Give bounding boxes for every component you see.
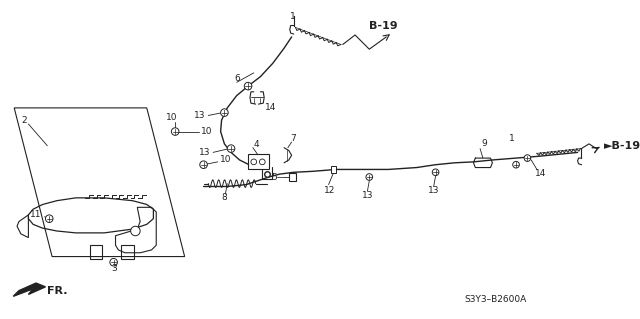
Text: 10: 10 xyxy=(166,113,177,122)
Text: 13: 13 xyxy=(194,111,205,120)
Circle shape xyxy=(366,174,372,180)
Circle shape xyxy=(45,215,53,222)
Text: 2: 2 xyxy=(22,116,28,125)
Text: B-19: B-19 xyxy=(369,20,398,31)
Text: 6: 6 xyxy=(235,74,241,83)
Text: 14: 14 xyxy=(265,103,276,112)
Text: 13: 13 xyxy=(199,148,211,157)
Text: 7: 7 xyxy=(290,134,296,143)
Circle shape xyxy=(251,159,257,165)
Circle shape xyxy=(259,159,265,165)
Text: ►B-19: ►B-19 xyxy=(604,141,640,151)
Bar xyxy=(248,154,269,169)
Text: 4: 4 xyxy=(254,140,259,149)
Text: FR.: FR. xyxy=(47,286,68,296)
Circle shape xyxy=(513,161,520,168)
Text: 5—: 5— xyxy=(272,173,287,182)
Circle shape xyxy=(432,169,439,175)
Text: 14: 14 xyxy=(535,169,547,178)
Text: 10: 10 xyxy=(201,127,212,136)
Circle shape xyxy=(131,226,140,236)
Circle shape xyxy=(221,109,228,116)
Text: 3: 3 xyxy=(112,264,118,273)
Text: 12: 12 xyxy=(324,186,335,195)
Bar xyxy=(331,166,335,173)
Bar xyxy=(289,173,296,181)
Text: S3Y3–B2600A: S3Y3–B2600A xyxy=(464,295,526,304)
Text: 13: 13 xyxy=(362,190,373,199)
Polygon shape xyxy=(13,283,45,296)
Text: 13: 13 xyxy=(428,186,440,195)
Text: 1: 1 xyxy=(290,11,296,20)
Circle shape xyxy=(200,161,207,168)
Circle shape xyxy=(244,82,252,90)
Circle shape xyxy=(172,128,179,135)
Circle shape xyxy=(524,155,531,161)
Text: 11: 11 xyxy=(30,211,42,219)
Text: 8: 8 xyxy=(221,193,227,202)
Circle shape xyxy=(110,258,117,266)
Text: 10: 10 xyxy=(220,155,231,165)
Circle shape xyxy=(227,145,235,152)
Text: 9: 9 xyxy=(481,139,487,148)
Text: 1: 1 xyxy=(509,134,515,143)
